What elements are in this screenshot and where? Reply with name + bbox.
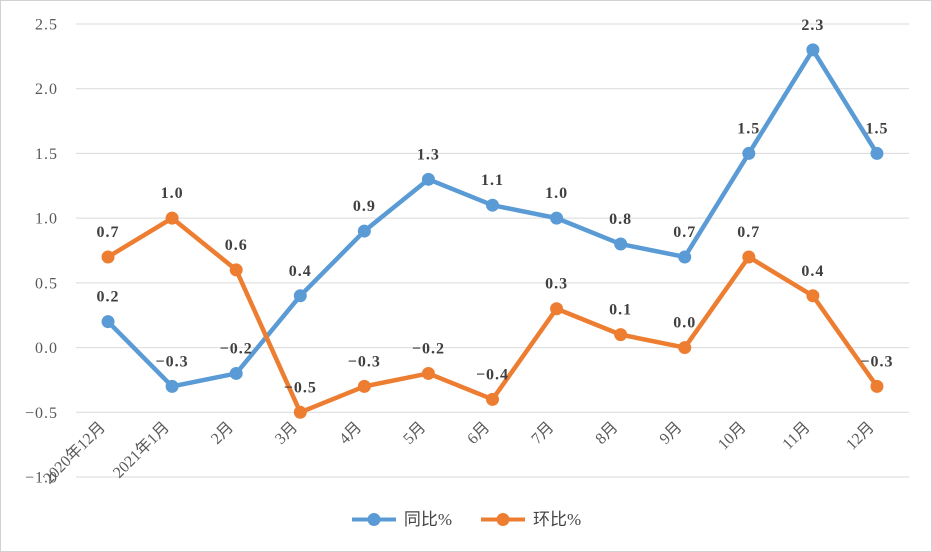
data-point-marker [870,379,884,393]
data-label: 0.1 [609,302,632,319]
y-axis-tick-label: 0.0 [35,340,58,357]
data-label: 0.7 [673,224,696,241]
data-label: 0.7 [97,224,120,241]
x-axis-tick-label: 6月 [464,419,493,448]
legend-label: 同比% [403,510,452,529]
x-axis-tick-label: 2021年1月 [109,418,173,482]
data-point-marker [678,250,692,264]
legend-item: 同比% [351,511,452,528]
data-label: 0.9 [353,198,376,215]
data-label: 0.2 [97,289,120,306]
y-axis-tick-label: 2.5 [35,17,58,34]
y-axis-tick-label: 0.5 [35,275,58,292]
data-point-marker [101,315,115,329]
x-axis-tick-label: 4月 [336,419,365,448]
data-label: 0.8 [609,211,632,228]
data-point-marker [806,43,820,57]
data-point-marker [486,198,499,212]
data-label: 1.5 [737,120,760,137]
data-point-marker [357,379,371,393]
data-point-marker [421,172,435,186]
data-label: −0.3 [348,353,381,370]
legend-line-marker-icon [481,513,525,526]
data-point-marker [550,302,564,316]
y-axis-tick-label: 1.0 [35,211,58,228]
data-point-marker [486,392,499,406]
data-point-marker [742,146,756,160]
data-point-marker [101,250,115,264]
x-axis-tick-label: 9月 [657,419,686,448]
data-label: −0.3 [860,353,893,370]
data-label: 0.6 [225,237,248,254]
data-label: 1.3 [417,146,440,163]
data-point-marker [614,237,628,251]
legend-item: 环比% [480,511,581,528]
data-label: −0.2 [220,340,253,357]
data-label: 1.1 [481,172,504,189]
data-point-marker [293,289,307,303]
x-axis-tick-label: 5月 [400,419,429,448]
y-axis-tick-label: 1.5 [35,146,58,163]
x-axis-tick-label: 11月 [779,419,813,453]
data-label: 1.0 [161,185,184,202]
data-label: −0.5 [284,379,317,396]
legend-line-marker-icon [351,513,396,526]
data-label: 2.3 [801,17,824,34]
x-axis-tick-label: 12月 [843,419,878,454]
x-axis-tick-label: 8月 [592,419,621,448]
data-point-marker [421,366,435,380]
data-point-marker [870,146,884,160]
data-point-marker [678,341,692,355]
data-point-marker [806,289,820,303]
data-label: 0.4 [289,263,312,280]
data-label: 0.7 [737,224,760,241]
data-point-marker [165,211,179,225]
data-point-marker [614,328,628,342]
chart-legend: 同比% 环比% [1,511,931,528]
legend-label: 环比% [533,510,582,529]
x-axis-tick-label: 3月 [272,419,301,448]
y-axis-tick-label: −1.0 [25,470,58,487]
data-point-marker [550,211,564,225]
x-axis-tick-label: 2月 [208,419,237,448]
data-label: −0.2 [412,340,445,357]
data-label: 1.5 [865,120,888,137]
data-label: 0.4 [801,263,824,280]
data-point-marker [293,405,307,419]
data-point-marker [165,379,179,393]
y-axis-tick-label: 2.0 [35,81,58,98]
data-label: 0.0 [673,315,696,332]
data-point-marker [229,366,243,380]
data-label: −0.3 [156,353,189,370]
y-axis-tick-label: −0.5 [25,405,58,422]
data-point-marker [357,224,371,238]
x-axis-tick-label: 7月 [528,419,557,448]
data-label: −0.4 [476,366,509,383]
x-axis-tick-label: 10月 [715,419,750,454]
data-label: 1.0 [545,185,568,202]
data-point-marker [229,263,243,277]
data-point-marker [742,250,756,264]
data-label: 0.3 [545,276,568,293]
